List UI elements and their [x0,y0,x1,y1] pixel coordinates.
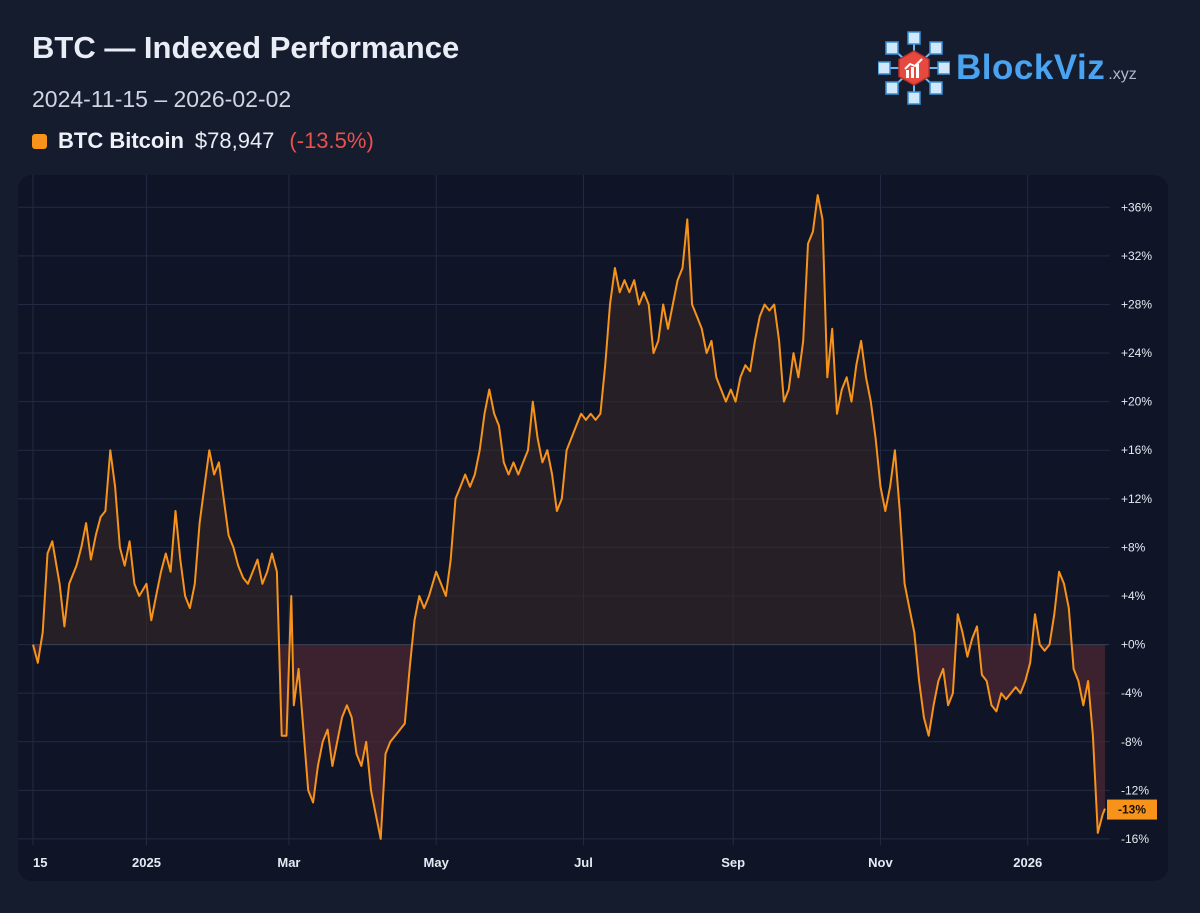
y-tick-label: -4% [1121,686,1143,700]
logo-tld: .xyz [1108,66,1137,83]
legend-price: $78,947 [194,128,275,153]
last-value-label: -13% [1118,803,1146,817]
y-tick-label: +28% [1121,297,1152,311]
y-tick-label: -12% [1121,783,1149,797]
x-tick-label: 2025 [132,855,161,870]
last-value-marker [1107,799,1157,820]
y-tick-label: +32% [1121,249,1152,263]
blockchain-logo-icon [878,31,950,105]
legend: BTC Bitcoin $78,947 (-13.5%) [32,128,374,154]
logo-wordmark: BlockViz [956,48,1106,87]
date-range: 2024-11-15 – 2026-02-02 [32,86,292,112]
y-tick-label: -8% [1121,735,1143,749]
y-tick-label: -16% [1121,832,1149,846]
legend-series-name: BTC Bitcoin [58,128,184,153]
y-tick-label: +0% [1121,638,1146,652]
y-tick-label: +4% [1121,589,1146,603]
series-line-btc [32,194,1106,840]
performance-chart: +36% +32% +28% +24% +20% +16% +12% +8% +4% +0% -4%… [18,175,1157,870]
y-tick-label: +20% [1121,395,1152,409]
chart-title: BTC — Indexed Performance [32,30,460,65]
chart-panel: +36% +32% +28% +24% +20% +16% +12% +8% +4% +0% -4%… [18,175,1168,881]
x-tick-label: 15 [33,855,47,870]
x-tick-label: 2026 [1013,855,1042,870]
y-tick-label: +8% [1121,540,1146,554]
x-tick-label: Sep [721,855,745,870]
y-tick-label: +12% [1121,492,1152,506]
y-tick-label: +36% [1121,200,1152,214]
x-tick-label: Jul [574,855,593,870]
x-tick-label: May [424,855,450,870]
positive-area-fill [40,195,1072,645]
brand-logo: BlockViz .xyz [878,30,1137,106]
x-tick-label: Mar [277,855,300,870]
y-tick-label: +24% [1121,346,1152,360]
y-tick-label: +16% [1121,443,1152,457]
legend-swatch [32,133,47,149]
legend-change: (-13.5%) [289,128,374,153]
x-tick-label: Nov [868,855,893,870]
